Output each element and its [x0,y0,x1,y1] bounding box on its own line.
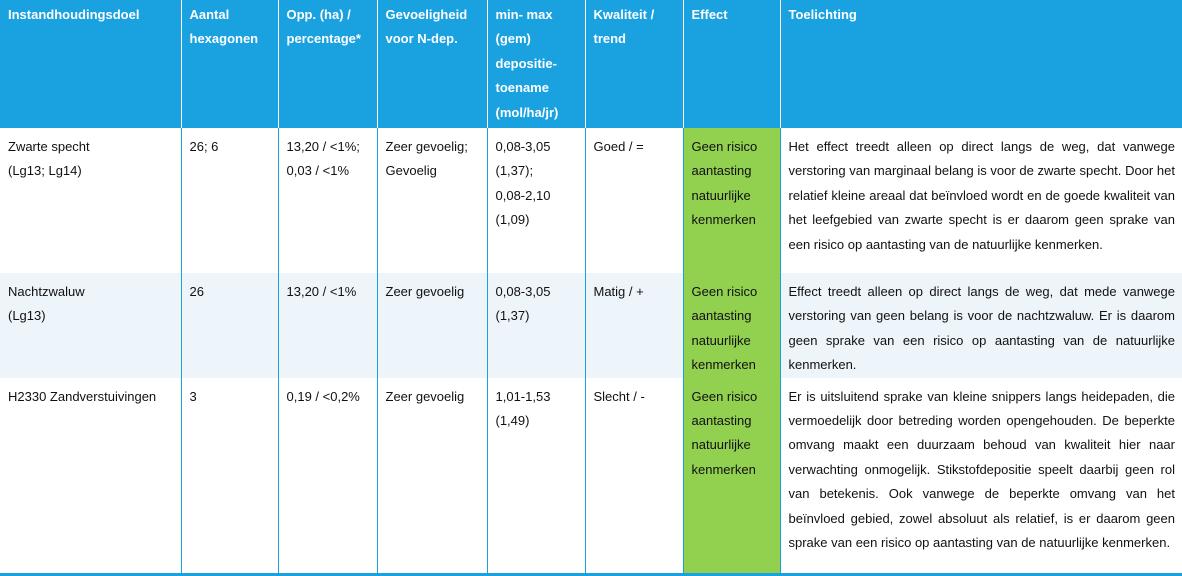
cell-kwaliteit: Goed / = [585,128,684,273]
cell-line: 0,19 / <0,2% [286,388,360,404]
header-instandhoudingsdoel: Instandhoudingsdoel [0,0,182,128]
header-line: min- max [495,7,553,22]
header-toelichting: Toelichting [780,0,1182,128]
cell-doel: Nachtzwaluw (Lg13) [0,273,182,378]
cell-line: (Lg13) [8,308,46,324]
cell-line: kenmerken [691,461,756,477]
cell-hexagonen: 26; 6 [181,128,279,273]
cell-line: 0,08-3,05 [495,284,551,299]
header-line: toename [495,80,549,96]
cell-line: natuurlijke [691,332,751,348]
header-gevoeligheid: Gevoeligheid voor N-dep. [377,0,488,128]
cell-toelichting: Het effect treedt alleen op direct langs… [788,139,1176,252]
header-line: depositie- [495,55,557,71]
cell-line: Zeer gevoelig [385,388,465,404]
header-line: (gem) [495,31,531,47]
cell-line: (1,09) [495,212,530,228]
cell-kwaliteit: Matig / + [585,273,684,378]
cell-line: 3 [189,388,197,404]
cell-line: Slecht / - [593,388,645,404]
header-line: Gevoeligheid [385,7,468,22]
header-line: Instandhoudingsdoel [8,7,140,22]
cell-line: 0,08-3,05 [495,139,551,154]
cell-depositie: 0,08-3,05 (1,37) [487,273,586,378]
cell-hexagonen: 3 [181,377,279,576]
cell-line: aantasting [691,308,752,324]
cell-effect: Geen risico aantasting natuurlijke kenmerke… [683,377,781,576]
cell-effect: Geen risico aantasting natuurlijke kenmerke… [683,128,781,273]
cell-line: Nachtzwaluw [8,284,85,299]
cell-line: (1,49) [495,413,530,429]
cell-line: 13,20 / <1% [286,284,357,299]
cell-gevoeligheid: Zeer gevoelig [377,273,488,378]
header-line: voor N-dep. [385,31,458,47]
header-line: (mol/ha/jr) [495,104,559,120]
cell-line: (1,37) [495,308,530,324]
header-oppervlak: Opp. (ha) / percentage* [278,0,378,128]
header-line: Effect [691,7,728,22]
cell-line: kenmerken [691,212,756,228]
cell-line: aantasting [691,413,752,429]
header-depositie: min- max (gem) depositie-toename (mol/ha/jr… [487,0,586,128]
header-line: Opp. (ha) / [286,7,351,22]
cell-oppervlak: 13,20 / <1% [278,273,378,378]
cell-toelichting: Effect treedt alleen op direct langs de … [780,273,1182,378]
table-header-row: Instandhoudingsdoel Aantal hexagonen Opp.… [0,0,1182,128]
cell-oppervlak: 13,20 / <1%; 0,03 / <1% [278,128,378,273]
header-line: percentage* [286,31,361,47]
cell-line: Geen risico [691,284,758,299]
table-row: Nachtzwaluw (Lg13) 26 13,20 / <1% Zeer ge… [0,273,1182,378]
cell-hexagonen: 26 [181,273,279,378]
cell-oppervlak: 0,19 / <0,2% [278,377,378,576]
cell-line: kenmerken [691,357,756,373]
table-row: H2330 Zandverstuivingen 3 0,19 / <0,2% Z… [0,377,1182,576]
header-line: Aantal [189,7,230,22]
table-row: Zwarte specht (Lg13; Lg14) 26; 6 13,20 / … [0,128,1182,273]
header-line: Toelichting [788,7,857,22]
cell-line: 26 [189,284,204,299]
cell-doel: Zwarte specht (Lg13; Lg14) [0,128,182,273]
cell-line: 1,01-1,53 [495,388,551,404]
cell-line: 0,03 / <1% [286,163,350,179]
cell-line: 26; 6 [189,139,219,154]
header-line: trend [593,31,627,47]
cell-gevoeligheid: Zeer gevoelig [377,377,488,576]
cell-line: Zeer gevoelig; [385,139,468,154]
cell-line: natuurlijke [691,437,751,453]
cell-line: 0,08-2,10 [495,187,551,203]
cell-depositie: 1,01-1,53 (1,49) [487,377,586,576]
cell-doel: H2330 Zandverstuivingen [0,377,182,576]
cell-toelichting: Er is uitsluitend sprake van kleine snip… [780,377,1182,576]
cell-line: Geen risico [691,388,758,404]
cell-gevoeligheid: Zeer gevoelig; Gevoelig [377,128,488,273]
cell-line: Gevoelig [385,163,437,179]
cell-line: Geen risico [691,139,758,154]
cell-line: Goed / = [593,139,644,154]
cell-kwaliteit: Slecht / - [585,377,684,576]
header-effect: Effect [683,0,781,128]
cell-line: Zeer gevoelig [385,284,465,299]
cell-line: (1,37); [495,163,534,179]
header-line: hexagonen [189,31,259,47]
cell-line: Matig / + [593,284,644,299]
header-line: Kwaliteit / [593,7,655,22]
cell-line: 13,20 / <1%; [286,139,360,154]
cell-effect: Geen risico aantasting natuurlijke kenmerke… [683,273,781,378]
cell-line: (Lg13; Lg14) [8,163,82,179]
cell-line: natuurlijke [691,187,751,203]
header-aantal-hexagonen: Aantal hexagonen [181,0,279,128]
cell-depositie: 0,08-3,05 (1,37); 0,08-2,10 (1,09) [487,128,586,273]
cell-line: aantasting [691,163,752,179]
cell-line: Zwarte specht [8,139,90,154]
cell-line: H2330 Zandverstuivingen [8,388,157,404]
header-kwaliteit-trend: Kwaliteit / trend [585,0,684,128]
